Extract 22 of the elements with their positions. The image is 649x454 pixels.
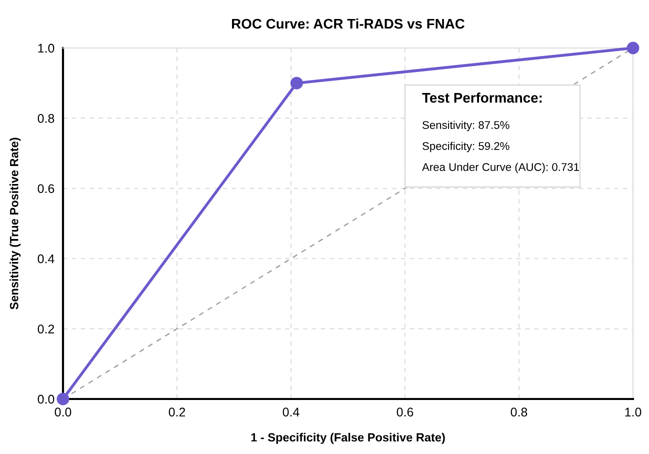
point <box>56 392 70 406</box>
x-tick-label: 0.2 <box>168 408 186 417</box>
y-tick-label: 0.8 <box>38 114 54 123</box>
annotation: Sensitivity: 87.5% <box>422 120 510 132</box>
point <box>290 76 303 90</box>
chart-title: ROC Curve: ACR Ti-RADS vs FNAC <box>232 18 465 29</box>
y-tick-label: 0.6 <box>38 184 54 194</box>
y-tick-label: 0.4 <box>38 254 54 264</box>
y-tick-label: 1.0 <box>38 44 54 53</box>
annotation: Area Under Curve (AUC): 0.731 <box>422 162 579 174</box>
y-axis-title: Sensitivity (True Positive Rate) <box>10 138 21 310</box>
x-tick-label: 0.4 <box>282 408 300 417</box>
annotation: Test Performance: <box>422 92 542 103</box>
annotation: Specificity: 59.2% <box>422 142 510 152</box>
x-axis-title: 1 - Specificity (False Positive Rate) <box>251 432 445 444</box>
y-tick-label: 0.0 <box>38 394 54 404</box>
x-tick-label: 0.0 <box>54 408 72 417</box>
x-tick-label: 0.8 <box>510 408 528 417</box>
point <box>626 42 640 54</box>
x-tick-label: 1.0 <box>625 408 642 417</box>
x-tick-label: 0.6 <box>396 408 414 417</box>
y-tick-label: 0.2 <box>38 324 54 334</box>
